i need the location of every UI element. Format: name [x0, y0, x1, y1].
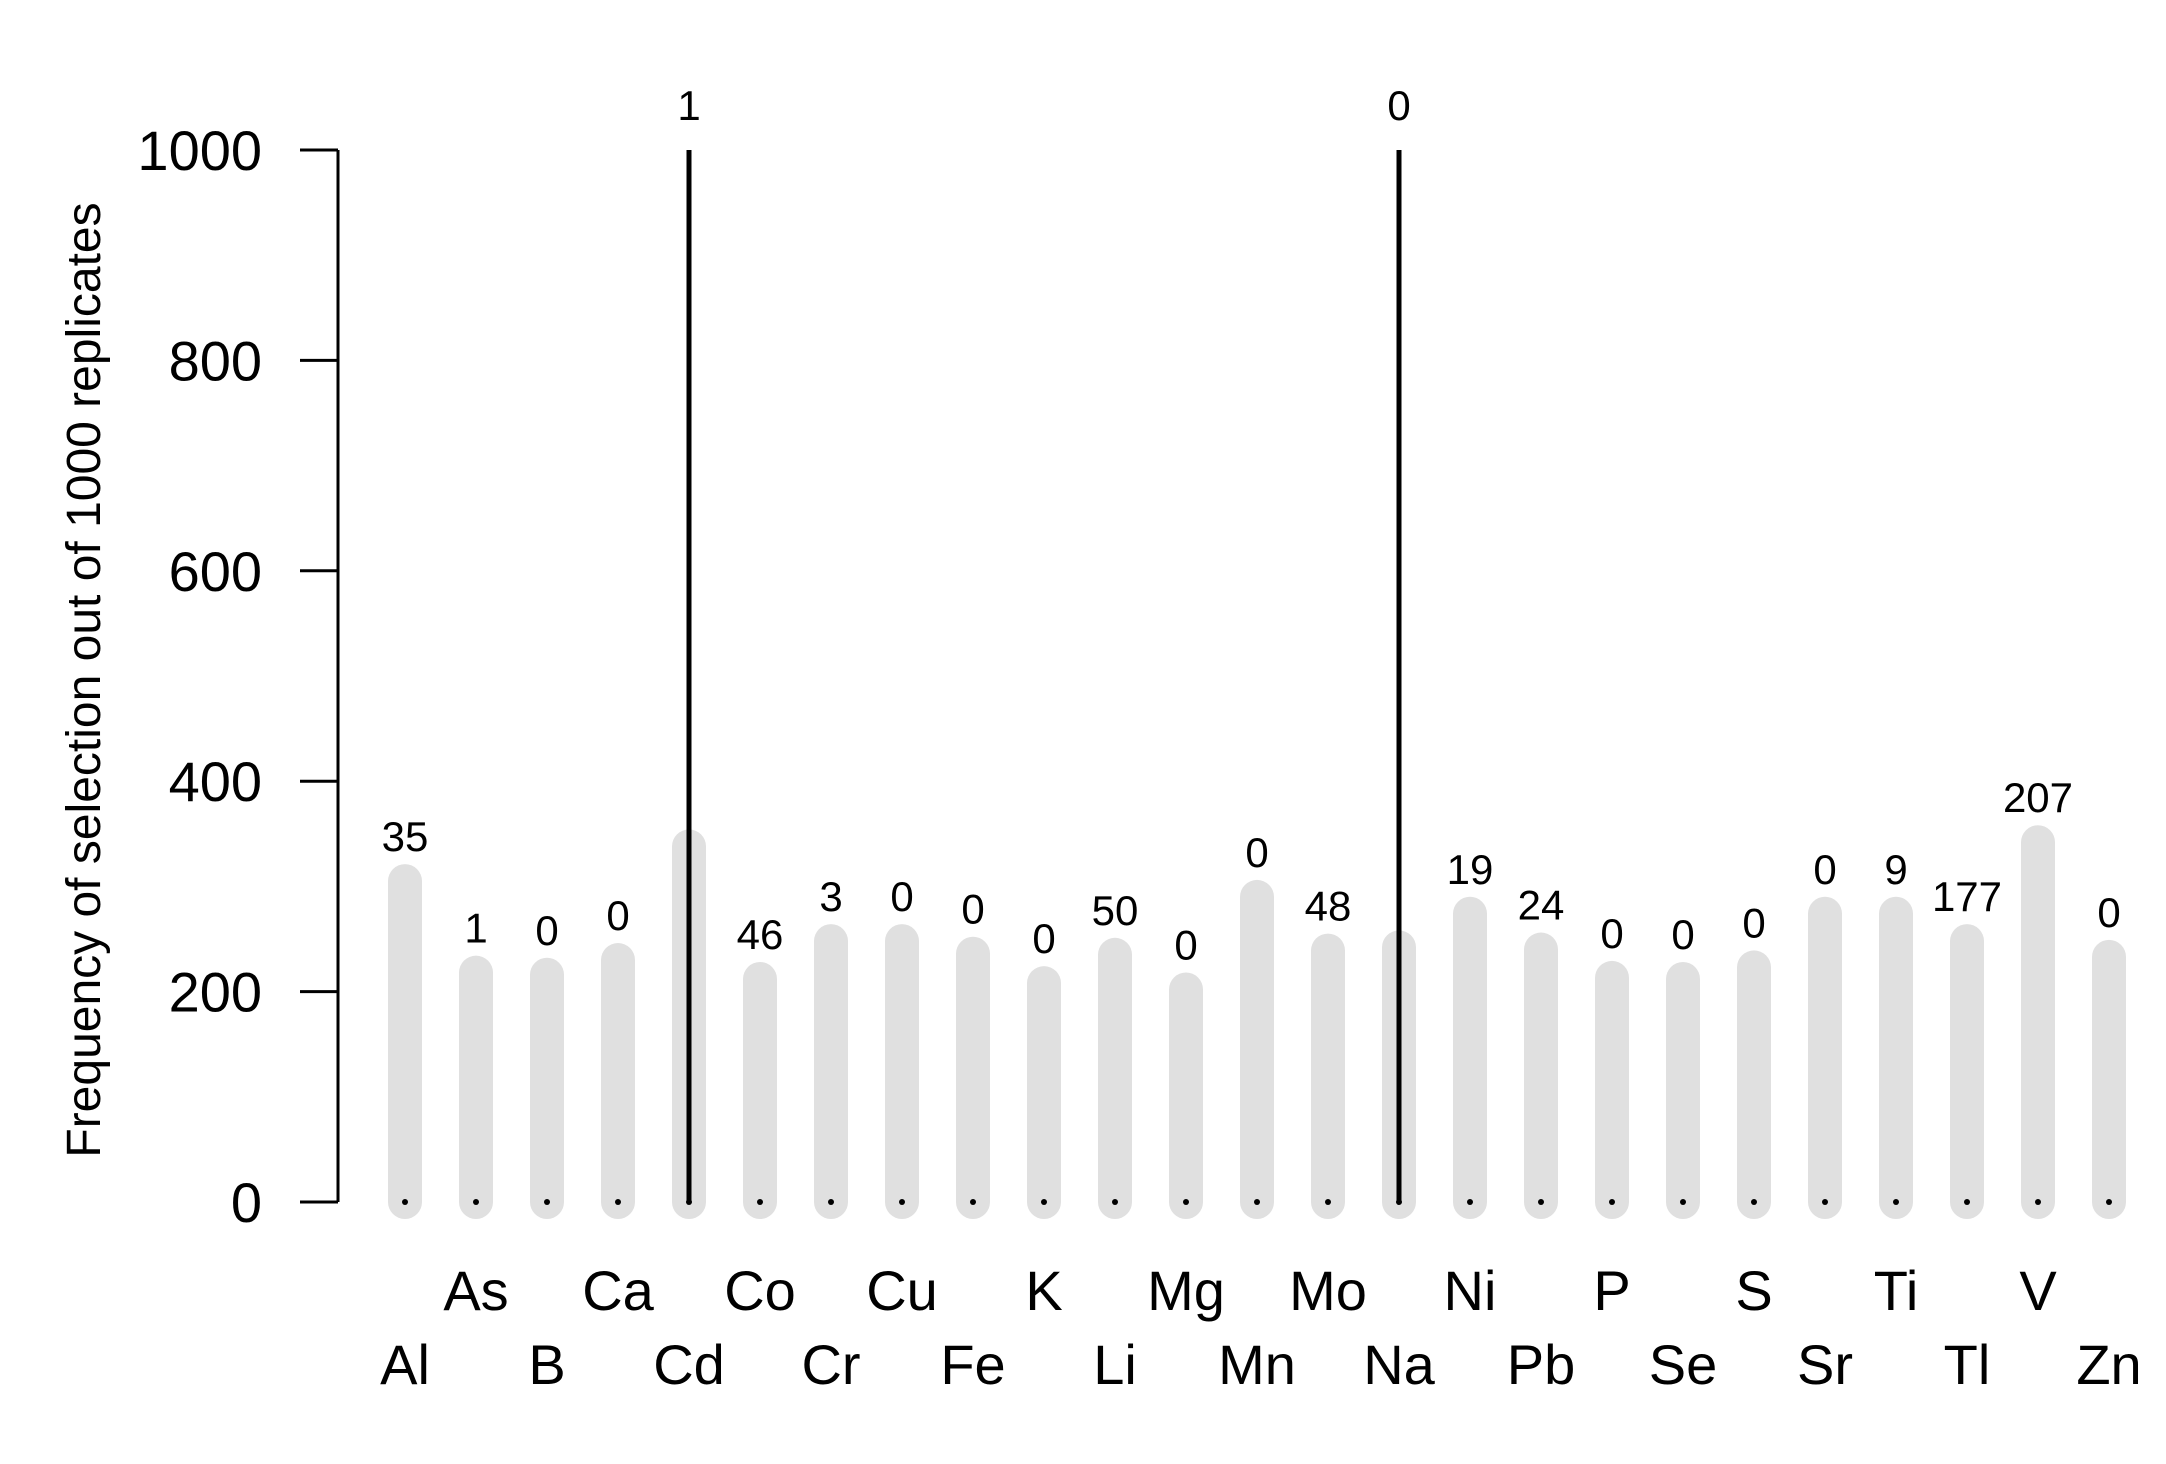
x-tick-label-ti: Ti — [1874, 1259, 1919, 1322]
baseline-dot-mg — [1183, 1199, 1189, 1205]
data-label-k: 0 — [1032, 915, 1055, 962]
x-tick-label-zn: Zn — [2076, 1333, 2141, 1396]
y-tick-label: 800 — [169, 329, 262, 392]
selection-bars — [686, 150, 1402, 1202]
data-label-v: 207 — [2003, 774, 2073, 821]
baseline-dot-pb — [1538, 1199, 1544, 1205]
x-tick-label-co: Co — [724, 1259, 796, 1322]
baseline-dot-li — [1112, 1199, 1118, 1205]
baseline-dot-se — [1680, 1199, 1686, 1205]
data-label-mo: 48 — [1305, 883, 1352, 930]
x-tick-label-tl: Tl — [1944, 1333, 1991, 1396]
y-tick-label: 600 — [169, 540, 262, 603]
data-label-sr: 0 — [1813, 846, 1836, 893]
baseline-dot-al — [402, 1199, 408, 1205]
x-tick-label-mo: Mo — [1289, 1259, 1367, 1322]
y-axis: 0 200 400 600 800 1000 — [137, 119, 340, 1234]
x-tick-label-al: Al — [380, 1333, 430, 1396]
data-label-se: 0 — [1671, 911, 1694, 958]
data-label-co: 46 — [737, 911, 784, 958]
baseline-dot-co — [757, 1199, 763, 1205]
baseline-dots — [402, 1199, 2112, 1205]
baseline-dot-ti — [1893, 1199, 1899, 1205]
baseline-dot-zn — [2106, 1199, 2112, 1205]
data-label-mg: 0 — [1174, 921, 1197, 968]
x-tick-label-b: B — [528, 1333, 565, 1396]
data-label-al: 35 — [382, 813, 429, 860]
data-label-ni: 19 — [1447, 846, 1494, 893]
baseline-dot-as — [473, 1199, 479, 1205]
data-label-ca: 0 — [606, 892, 629, 939]
x-tick-label-cr: Cr — [801, 1333, 860, 1396]
x-tick-label-cd: Cd — [653, 1333, 725, 1396]
data-label-ti: 9 — [1884, 846, 1907, 893]
baseline-dot-ca — [615, 1199, 621, 1205]
baseline-dot-ni — [1467, 1199, 1473, 1205]
baseline-dot-cu — [899, 1199, 905, 1205]
baseline-dot-p — [1609, 1199, 1615, 1205]
data-label-s: 0 — [1742, 899, 1765, 946]
y-tick-label: 0 — [231, 1171, 262, 1234]
x-tick-label-sr: Sr — [1797, 1333, 1853, 1396]
baseline-dot-tl — [1964, 1199, 1970, 1205]
baseline-dot-fe — [970, 1199, 976, 1205]
x-tick-label-se: Se — [1649, 1333, 1718, 1396]
data-labels: 35 1 0 0 1 46 3 0 0 0 50 0 0 48 0 19 24 0 0 0 0 9 177 207 0 — [382, 82, 2121, 968]
data-label-fe: 0 — [961, 886, 984, 933]
x-tick-label-fe: Fe — [940, 1333, 1005, 1396]
data-label-tl: 177 — [1932, 873, 2002, 920]
x-tick-label-ni: Ni — [1444, 1259, 1497, 1322]
x-tick-label-as: As — [443, 1259, 508, 1322]
x-tick-label-cu: Cu — [866, 1259, 938, 1322]
data-label-b: 0 — [535, 907, 558, 954]
data-label-mn: 0 — [1245, 829, 1268, 876]
data-label-cd: 1 — [677, 82, 700, 129]
baseline-dot-k — [1041, 1199, 1047, 1205]
baseline-dot-na — [1396, 1199, 1402, 1205]
baseline-dot-sr — [1822, 1199, 1828, 1205]
baseline-dot-cr — [828, 1199, 834, 1205]
baseline-dot-mo — [1325, 1199, 1331, 1205]
x-tick-label-s: S — [1735, 1259, 1772, 1322]
x-tick-label-p: P — [1593, 1259, 1630, 1322]
data-label-zn: 0 — [2097, 889, 2120, 936]
y-tick-label: 1000 — [137, 119, 262, 182]
baseline-dot-s — [1751, 1199, 1757, 1205]
x-tick-label-li: Li — [1093, 1333, 1137, 1396]
baseline-dot-b — [544, 1199, 550, 1205]
baseline-dot-mn — [1254, 1199, 1260, 1205]
y-tick-label: 200 — [169, 961, 262, 1024]
data-label-na: 0 — [1387, 82, 1410, 129]
baseline-dot-v — [2035, 1199, 2041, 1205]
y-axis-label: Frequency of selection out of 1000 repli… — [58, 202, 111, 1157]
x-tick-label-na: Na — [1363, 1333, 1435, 1396]
x-tick-label-mg: Mg — [1147, 1259, 1225, 1322]
x-tick-label-k: K — [1025, 1259, 1062, 1322]
x-tick-label-pb: Pb — [1507, 1333, 1576, 1396]
baseline-dot-cd — [686, 1199, 692, 1205]
data-label-li: 50 — [1092, 887, 1139, 934]
x-tick-label-v: V — [2019, 1259, 2057, 1322]
data-label-cr: 3 — [819, 873, 842, 920]
background-bars — [388, 825, 2126, 1219]
x-tick-label-ca: Ca — [582, 1259, 654, 1322]
y-tick-label: 400 — [169, 750, 262, 813]
data-label-pb: 24 — [1518, 882, 1565, 929]
data-label-cu: 0 — [890, 873, 913, 920]
data-label-p: 0 — [1600, 910, 1623, 957]
x-tick-label-mn: Mn — [1218, 1333, 1296, 1396]
data-label-as: 1 — [464, 905, 487, 952]
